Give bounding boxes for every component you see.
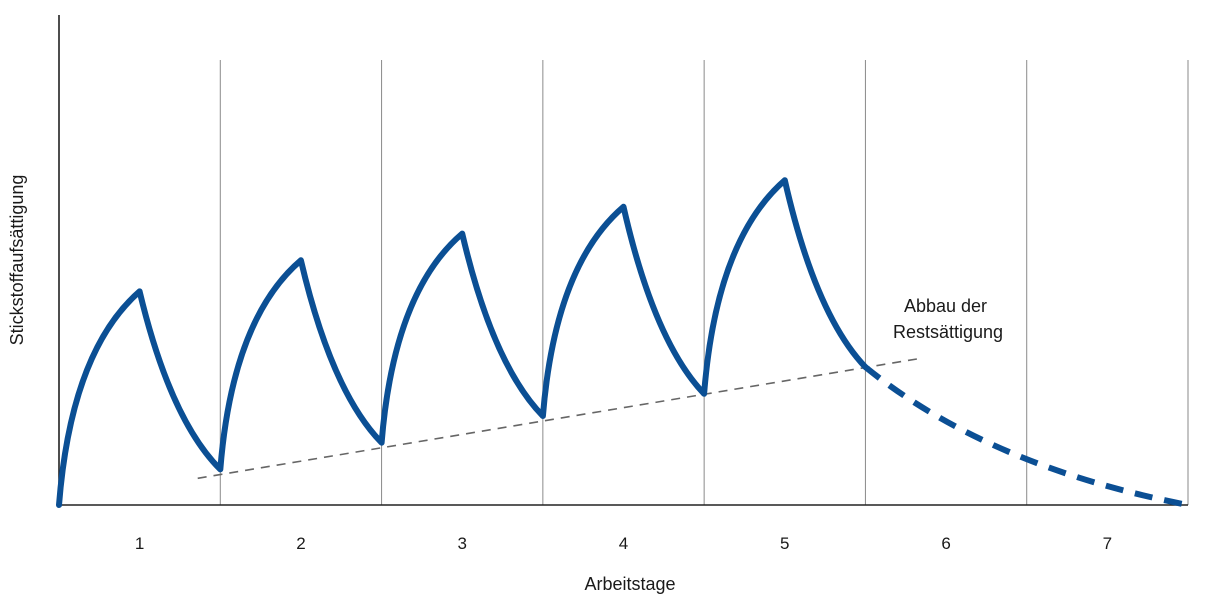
x-tick-label: 5 bbox=[780, 534, 789, 553]
x-tick-label: 4 bbox=[619, 534, 628, 553]
x-tick-labels: 1 2 3 4 5 6 7 bbox=[135, 534, 1112, 553]
y-axis-title: Stickstoffaufsättigung bbox=[7, 175, 27, 346]
trend-line bbox=[197, 357, 923, 480]
series-line-saturation bbox=[56, 177, 869, 508]
series-lines bbox=[56, 177, 1189, 508]
x-tick-label: 1 bbox=[135, 534, 144, 553]
grid-lines bbox=[219, 60, 1189, 505]
annotation-label: Abbau der Restsättigung bbox=[893, 296, 1003, 342]
x-axis-title: Arbeitstage bbox=[584, 574, 675, 594]
series-line-decay-dashed bbox=[863, 364, 1189, 508]
x-tick-label: 3 bbox=[457, 534, 466, 553]
annotation-line-2: Restsättigung bbox=[893, 322, 1003, 342]
x-tick-label: 2 bbox=[296, 534, 305, 553]
x-tick-label: 7 bbox=[1103, 534, 1112, 553]
trend-line-path bbox=[197, 357, 923, 480]
x-tick-label: 6 bbox=[941, 534, 950, 553]
annotation-line-1: Abbau der bbox=[904, 296, 987, 316]
